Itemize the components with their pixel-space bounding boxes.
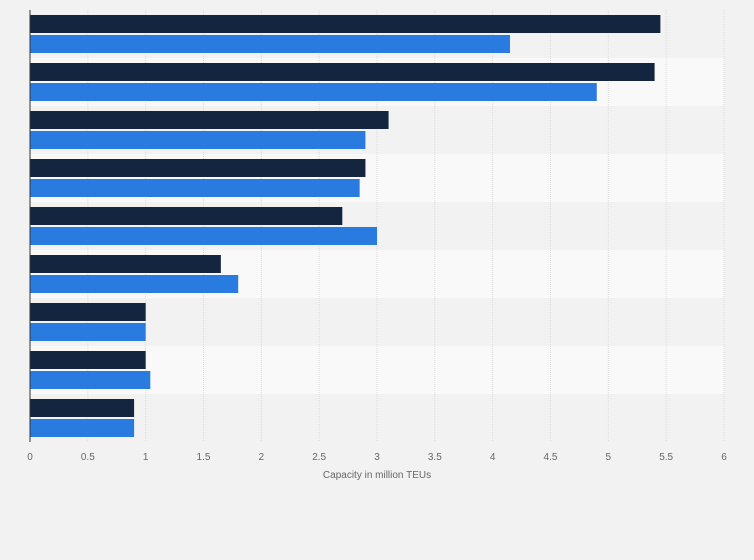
bar-s1-c4 — [30, 227, 377, 245]
x-tick-label-12: 6 — [721, 452, 727, 463]
x-tick-label-3: 1.5 — [197, 452, 211, 463]
bar-s0-c0 — [30, 15, 661, 33]
x-tick-label-1: 0.5 — [81, 452, 95, 463]
gridlines — [87, 10, 725, 442]
bars — [30, 15, 661, 437]
bar-s0-c2 — [30, 111, 389, 129]
bar-s1-c3 — [30, 179, 360, 197]
x-tick-label-5: 2.5 — [312, 452, 326, 463]
x-tick-label-11: 5.5 — [659, 452, 673, 463]
x-tick-label-9: 4.5 — [544, 452, 558, 463]
bar-s1-c2 — [30, 131, 366, 149]
bar-s1-c7 — [30, 371, 151, 389]
bar-s1-c1 — [30, 83, 597, 101]
bar-s0-c5 — [30, 255, 221, 273]
bar-s1-c6 — [30, 323, 146, 341]
bar-s0-c1 — [30, 63, 655, 81]
bar-s1-c8 — [30, 419, 135, 437]
x-tick-label-6: 3 — [374, 452, 380, 463]
x-tick-label-8: 4 — [490, 452, 496, 463]
x-tick-label-4: 2 — [259, 452, 265, 463]
x-tick-label-10: 5 — [606, 452, 612, 463]
bar-s0-c4 — [30, 207, 343, 225]
x-axis-title: Capacity in million TEUs — [323, 470, 431, 481]
bar-s0-c7 — [30, 351, 146, 369]
x-tick-label-2: 1 — [143, 452, 149, 463]
x-tick-label-7: 3.5 — [428, 452, 442, 463]
bar-s0-c6 — [30, 303, 146, 321]
bar-s1-c0 — [30, 35, 511, 53]
bar-s0-c8 — [30, 399, 135, 417]
bar-s1-c5 — [30, 275, 239, 293]
x-tick-label-0: 0 — [27, 452, 33, 463]
bar-s0-c3 — [30, 159, 366, 177]
x-axis-ticks: 0 0.5 1 1.5 2 2.5 3 3.5 4 4.5 5 5.5 6 — [27, 452, 727, 463]
